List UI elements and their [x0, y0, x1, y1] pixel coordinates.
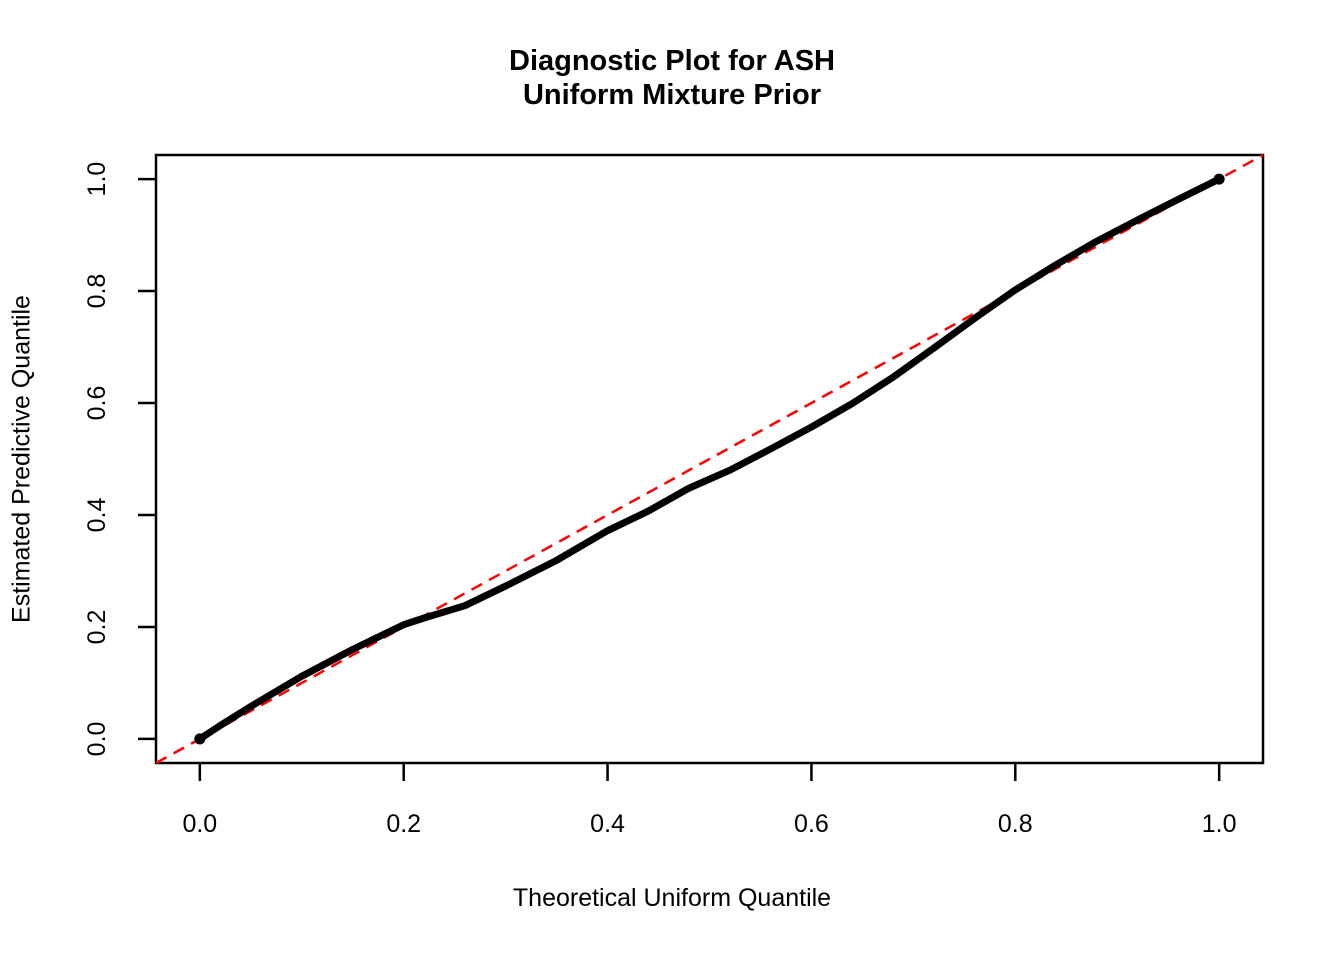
y-axis-tick-label: 0.8 [83, 274, 111, 309]
x-axis-tick-label: 0.8 [998, 810, 1033, 838]
chart-title-line1: Diagnostic Plot for ASH [509, 45, 835, 77]
x-axis-tick-label: 0.0 [182, 810, 217, 838]
y-axis-tick-label: 0.4 [83, 498, 111, 533]
y-axis-tick-label: 0.0 [83, 722, 111, 757]
y-axis-tick-label: 0.6 [83, 386, 111, 421]
chart-title-line2: Uniform Mixture Prior [522, 79, 822, 111]
estimated-quantile-curve [196, 175, 1223, 743]
chart-title: Diagnostic Plot for ASH Uniform Mixture … [0, 44, 1344, 112]
x-axis-label: Theoretical Uniform Quantile [512, 884, 832, 912]
y-axis-tick-label: 0.2 [83, 610, 111, 645]
x-axis-tick-label: 0.2 [386, 810, 421, 838]
x-axis-tick-label: 1.0 [1202, 810, 1237, 838]
curve-end-point [1213, 173, 1225, 185]
curve-start-point [194, 733, 206, 745]
reference-diagonal-line [155, 153, 1264, 765]
x-axis-tick-label: 0.6 [794, 810, 829, 838]
x-axis-tick-label: 0.4 [590, 810, 625, 838]
y-axis-label-text: Estimated Predictive Quantile [7, 295, 36, 623]
y-axis-tick-label: 1.0 [83, 162, 111, 197]
plot-box [154, 153, 1265, 765]
